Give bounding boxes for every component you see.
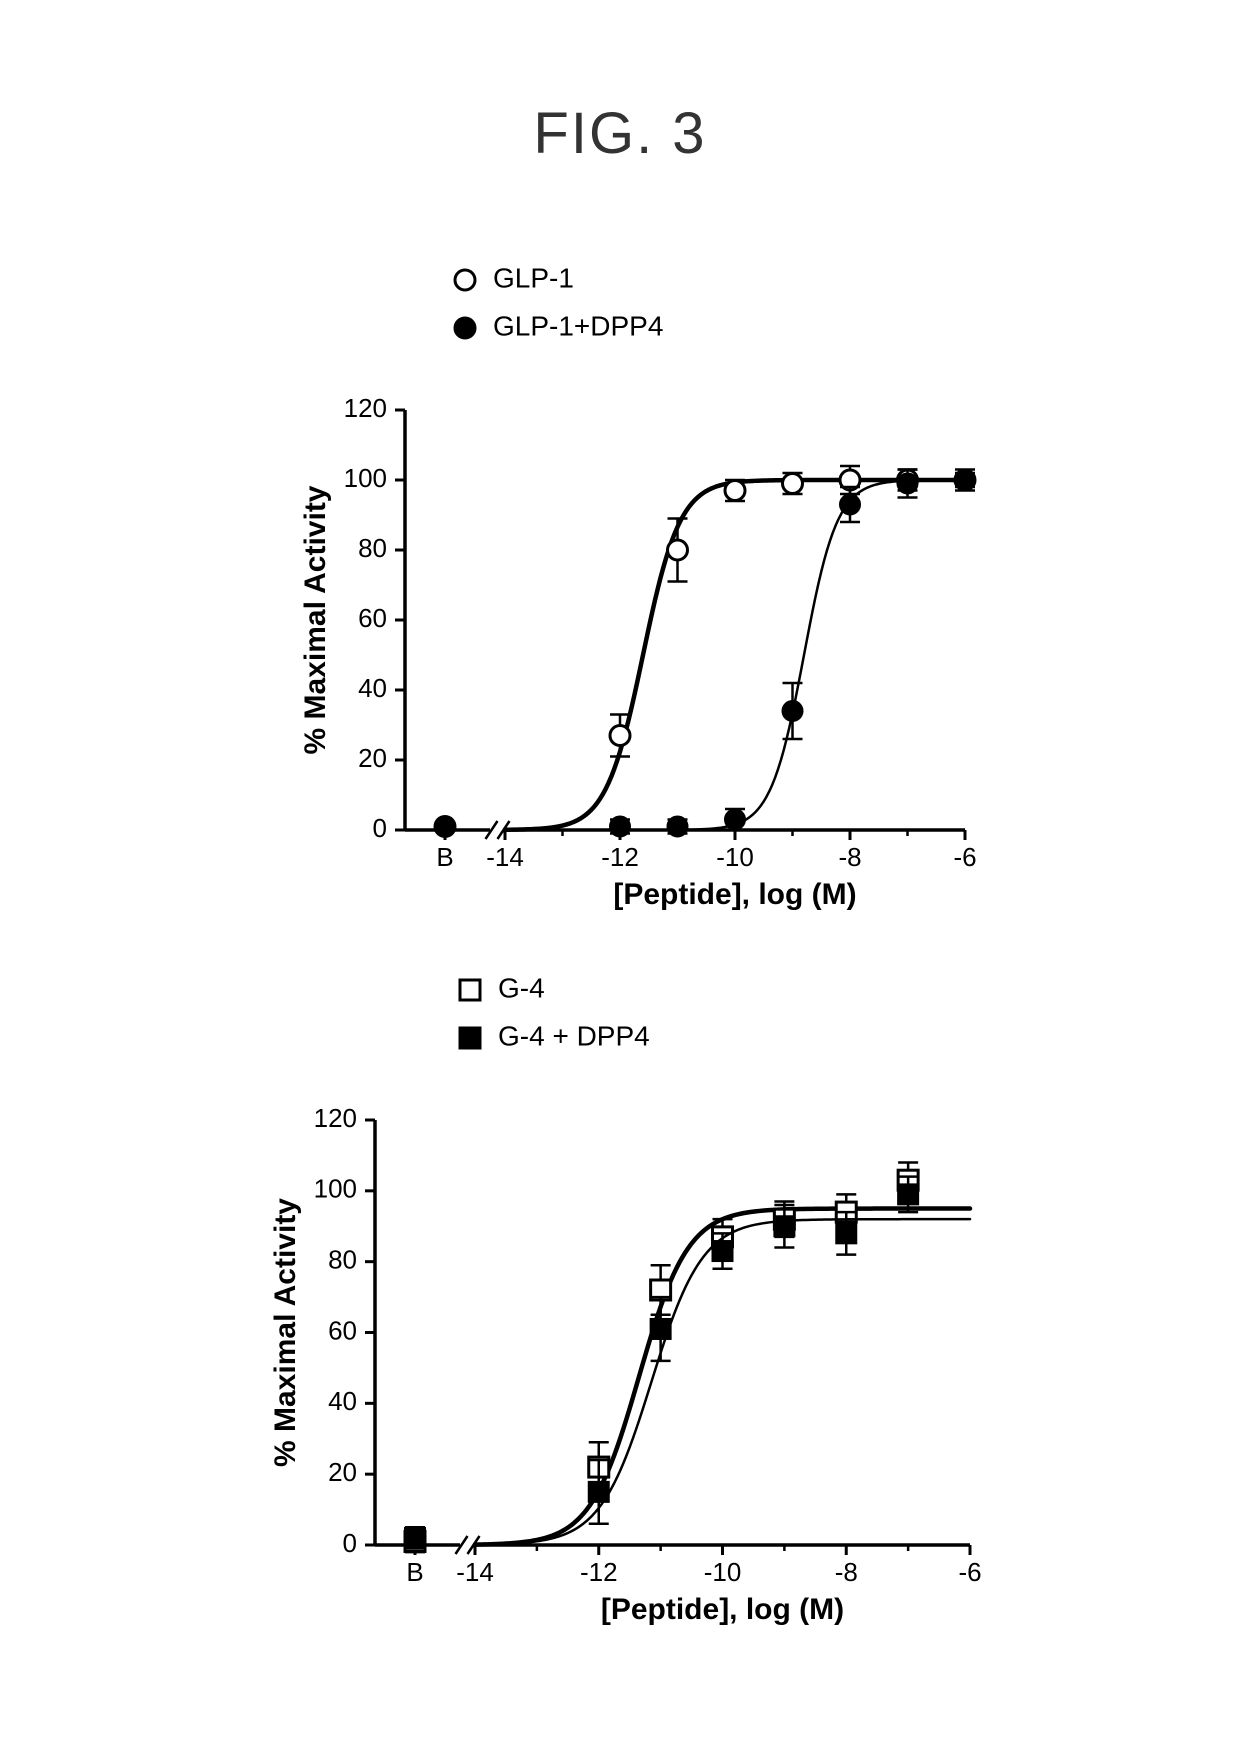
x-axis-label: [Peptide], log (M) [613,878,856,911]
svg-text:120: 120 [314,1103,357,1133]
svg-text:0: 0 [373,813,387,843]
legend-label: GLP-1+DPP4 [493,310,663,341]
chart-glp1: 0 20 40 60 80 100 120 -14 -12 -10 -8 -6 B [Peptide], … [260,265,1040,925]
svg-text:-14: -14 [486,842,524,872]
chart-g4: 0 20 40 60 80 100 120 -14 -12 -10 -8 -6 B [Peptide], … [230,975,1010,1635]
baseline-label: B [436,842,453,872]
y-axis-label: % Maximal Activity [269,1198,302,1467]
svg-text:100: 100 [344,463,387,493]
svg-text:-14: -14 [456,1557,494,1587]
series-glp-1-dpp4 [505,470,975,837]
svg-text:-10: -10 [704,1557,742,1587]
baseline-point [435,817,455,837]
svg-text:-6: -6 [958,1557,981,1587]
svg-text:-12: -12 [580,1557,618,1587]
legend-label: GLP-1 [493,265,574,293]
svg-text:0: 0 [343,1528,357,1558]
axes: 0 20 40 60 80 100 120 -14 -12 -10 -8 -6 B [Peptide], … [299,393,977,911]
svg-text:-6: -6 [953,842,976,872]
legend-label: G-4 + DPP4 [498,1020,650,1051]
series-glp-1 [505,466,975,830]
svg-text:100: 100 [314,1174,357,1204]
svg-text:20: 20 [328,1457,357,1487]
svg-text:60: 60 [358,603,387,633]
svg-text:-8: -8 [835,1557,858,1587]
legend: G-4 G-4 + DPP4 [460,975,650,1051]
axes: 0 20 40 60 80 100 120 -14 -12 -10 -8 -6 B [Peptide], … [269,1103,982,1626]
svg-text:-12: -12 [601,842,639,872]
svg-text:40: 40 [328,1386,357,1416]
baseline-point [405,1527,425,1548]
legend-label: G-4 [498,975,545,1003]
svg-text:-10: -10 [716,842,754,872]
svg-text:120: 120 [344,393,387,423]
svg-text:60: 60 [328,1315,357,1345]
figure-title: FIG. 3 [0,100,1240,167]
y-axis-label: % Maximal Activity [299,485,332,754]
x-axis-label: [Peptide], log (M) [601,1593,844,1626]
svg-text:40: 40 [358,673,387,703]
baseline-label: B [406,1557,423,1587]
svg-text:20: 20 [358,743,387,773]
svg-text:-8: -8 [838,842,861,872]
legend: GLP-1 GLP-1+DPP4 [455,265,663,341]
svg-text:80: 80 [328,1245,357,1275]
svg-text:80: 80 [358,533,387,563]
